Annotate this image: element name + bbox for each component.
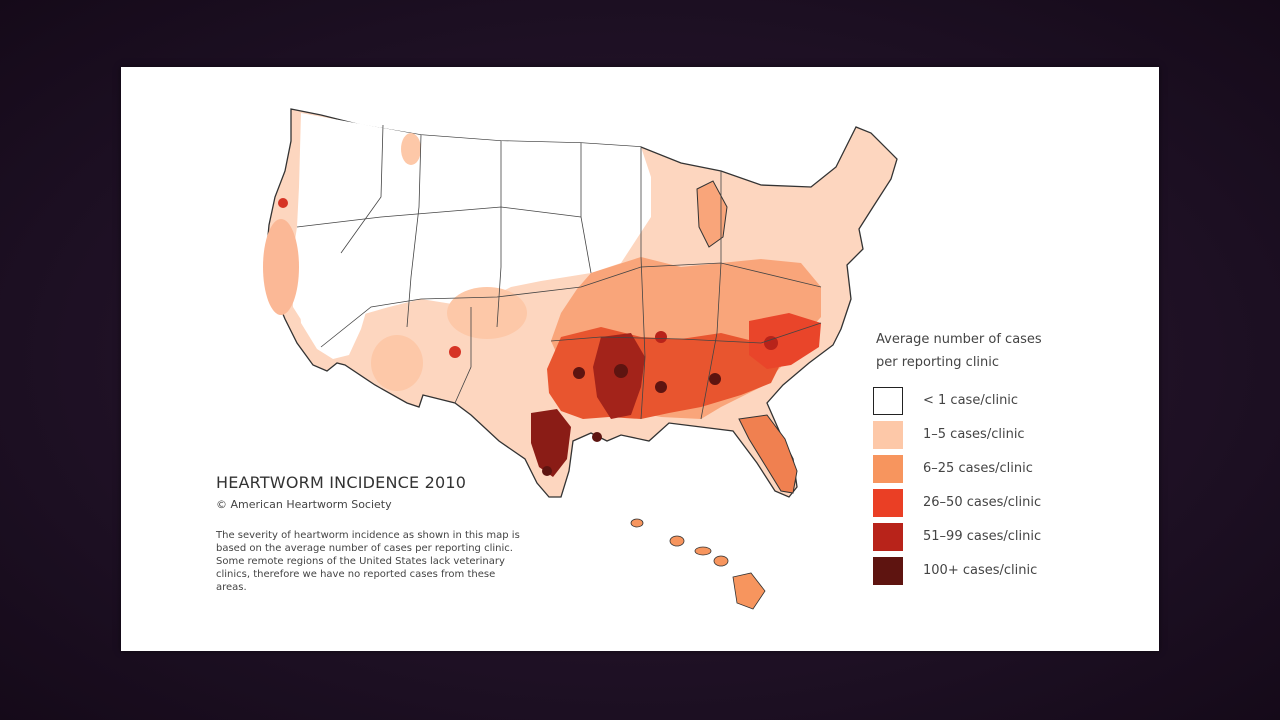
- hotspot: [592, 432, 602, 442]
- legend-swatch: [873, 455, 903, 483]
- legend-label: 1–5 cases/clinic: [923, 427, 1025, 442]
- slide-card: HEARTWORM INCIDENCE 2010 © American Hear…: [121, 67, 1159, 651]
- legend-swatch: [873, 523, 903, 551]
- legend-title-line1: Average number of cases: [876, 332, 1042, 347]
- legend-swatch: [873, 387, 903, 415]
- texas-coast-dark: [531, 409, 571, 477]
- hawaii-islands: [630, 518, 766, 610]
- michigan-peninsula: [696, 180, 728, 248]
- southwest-white: [297, 253, 371, 359]
- map-copyright: © American Heartworm Society: [216, 498, 392, 511]
- peach-region: [447, 287, 527, 339]
- legend-swatch: [873, 557, 903, 585]
- us-heartworm-map: [263, 108, 898, 610]
- hotspot: [614, 364, 628, 378]
- hotspot: [573, 367, 585, 379]
- hotspot: [764, 336, 778, 350]
- legend-label: 6–25 cases/clinic: [923, 461, 1033, 476]
- legend-label: 100+ cases/clinic: [923, 563, 1038, 578]
- map-title: HEARTWORM INCIDENCE 2010: [216, 473, 467, 492]
- legend-label: 26–50 cases/clinic: [923, 495, 1042, 510]
- florida-peninsula: [738, 414, 798, 494]
- state-borders: [296, 124, 822, 420]
- hotspot: [655, 381, 667, 393]
- legend-title: Average number of cases per reporting cl…: [876, 328, 1076, 374]
- peach-region: [263, 219, 299, 315]
- legend-swatch: [873, 489, 903, 517]
- hotspot: [655, 331, 667, 343]
- carolinas-red: [749, 313, 821, 369]
- legend-label: 51–99 cases/clinic: [923, 529, 1042, 544]
- legend-swatch: [873, 421, 903, 449]
- northern-plains-white: [291, 113, 651, 347]
- hotspot: [278, 198, 288, 208]
- peach-region: [371, 335, 423, 391]
- hotspot: [542, 466, 552, 476]
- map-description: The severity of heartworm incidence as s…: [216, 530, 520, 593]
- hotspot: [449, 346, 461, 358]
- legend-label: < 1 case/clinic: [923, 393, 1019, 408]
- legend-title-line2: per reporting clinic: [876, 355, 1000, 370]
- hotspot: [709, 373, 721, 385]
- peach-region: [401, 133, 421, 165]
